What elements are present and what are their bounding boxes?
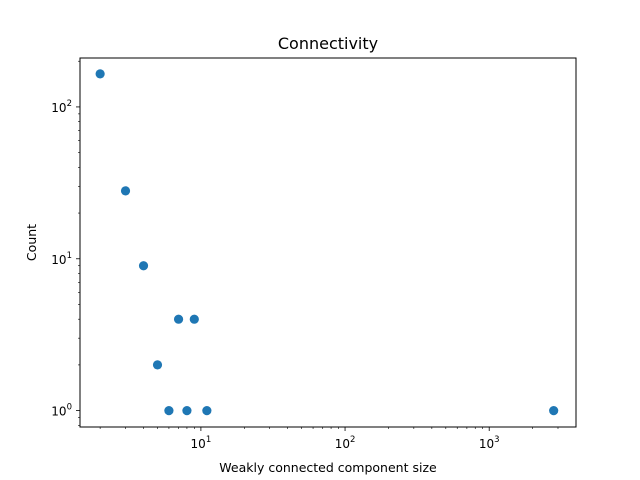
data-point xyxy=(549,406,559,416)
y-axis-label: Count xyxy=(24,224,39,261)
minor-ticks xyxy=(78,60,559,429)
y-tick-label: 100 xyxy=(51,403,72,419)
x-tick-label: 103 xyxy=(479,435,500,451)
plot-frame xyxy=(79,57,577,428)
data-point xyxy=(120,186,131,196)
data-points xyxy=(95,69,559,416)
data-point xyxy=(164,406,174,416)
data-point xyxy=(202,406,212,416)
data-point xyxy=(138,261,149,271)
y-tick-label: 102 xyxy=(51,99,72,115)
data-point xyxy=(95,69,105,79)
major-ticks: 101 102 103 100 101 102 xyxy=(51,99,499,451)
x-tick-label: 102 xyxy=(335,435,356,451)
data-point xyxy=(173,314,184,324)
data-point xyxy=(152,360,163,370)
x-tick-label: 101 xyxy=(191,435,212,451)
y-tick-label: 101 xyxy=(51,251,72,267)
data-point xyxy=(182,406,192,416)
data-point xyxy=(189,314,199,324)
chart-title: Connectivity xyxy=(278,34,378,53)
x-axis-label: Weakly connected component size xyxy=(219,460,437,475)
